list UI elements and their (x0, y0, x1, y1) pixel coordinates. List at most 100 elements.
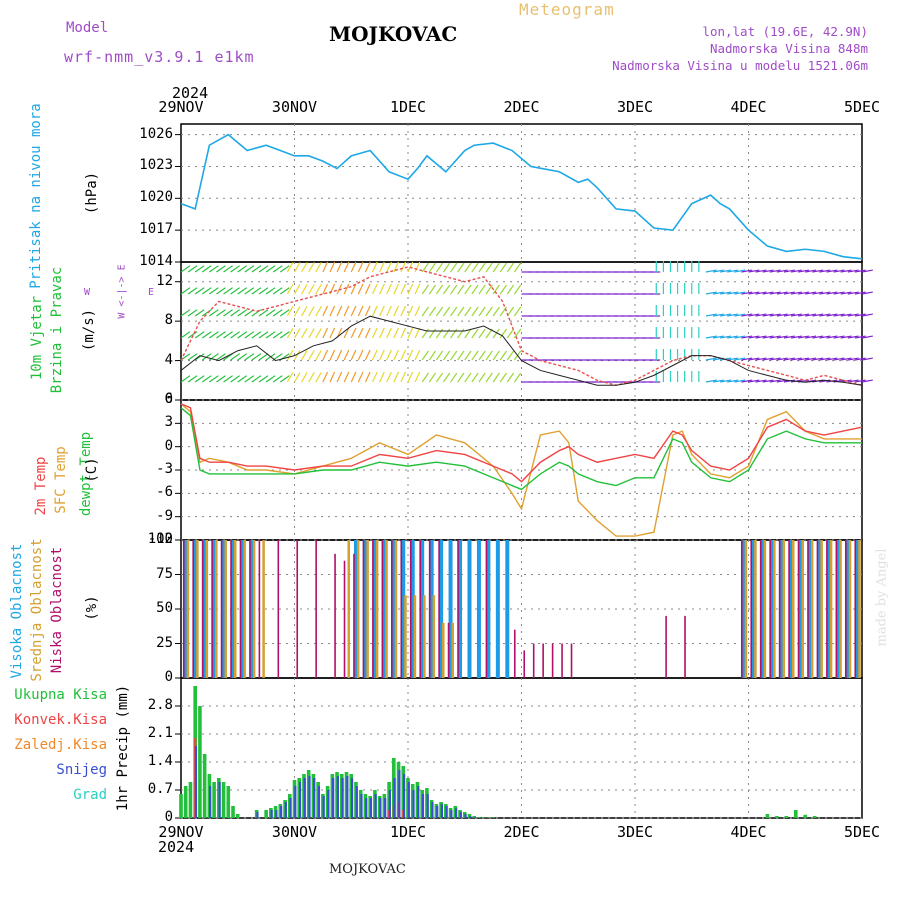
wind-barb (720, 379, 732, 383)
wind-barb (336, 349, 343, 361)
wind-barb (201, 287, 212, 295)
high-cloud-bar (363, 540, 368, 678)
wind-barb (407, 371, 414, 383)
wind-barb (201, 309, 212, 317)
low-cloud-bar (816, 540, 819, 678)
snow-precip-bar (398, 770, 401, 818)
wind-barb (705, 335, 717, 339)
wind-barb (258, 265, 269, 273)
wind-barb (407, 327, 414, 339)
mid-cloud-bar (252, 540, 256, 678)
wind-barb (272, 265, 283, 273)
wind-barb (762, 269, 774, 273)
wind-barb (769, 357, 781, 361)
precip-legend-frz: Zaledj.Kisa (14, 737, 107, 753)
wind-barb (187, 331, 198, 339)
wind-barb (379, 305, 385, 317)
low-cloud-bar (665, 615, 667, 678)
wind-barb (442, 350, 451, 361)
low-cloud-bar (485, 540, 488, 678)
mid-cloud-bar (375, 540, 379, 678)
wind-barb (435, 372, 444, 383)
wind-barb (812, 313, 824, 317)
total-precip-bar (803, 814, 808, 818)
low-cloud-bar (845, 540, 847, 678)
low-cloud-bar (220, 540, 223, 678)
wind-barb (209, 309, 219, 317)
wind-barb (748, 357, 760, 361)
high-cloud-bar (495, 540, 500, 678)
wind-barb (727, 335, 739, 339)
wind-barb (251, 265, 262, 273)
snow-precip-bar (412, 790, 415, 818)
mid-cloud-bar (233, 540, 237, 678)
high-cloud-bar (249, 540, 254, 678)
wind-barb (322, 283, 329, 295)
snow-precip-bar (308, 776, 311, 818)
wind-barb (322, 349, 329, 361)
wind-barb (279, 265, 290, 273)
low-cloud-bar (532, 643, 535, 678)
wind-barb (798, 291, 810, 295)
wind-barb (343, 283, 350, 295)
y-tick-label-2-0: -12 (147, 531, 173, 547)
wind-barb (251, 287, 262, 295)
wind-barb (414, 371, 421, 383)
wind-gust-line (180, 315, 863, 386)
mid-cloud-bar (262, 540, 265, 678)
wind-barb (720, 291, 732, 295)
snow-precip-bar (355, 786, 358, 818)
wind-barb (209, 331, 219, 339)
wind-barb (705, 379, 717, 383)
wind-barb (798, 357, 810, 361)
wind-barb (734, 335, 746, 339)
y-tick-label-2-1: -9 (156, 507, 173, 524)
wind-barb (762, 313, 774, 317)
y-tick-label-3-2: 50 (156, 600, 173, 616)
high-cloud-bar (410, 540, 415, 678)
wind-barb (371, 327, 378, 339)
snow-precip-bar (289, 798, 292, 818)
wind-barb (861, 335, 873, 339)
wind-barb (301, 306, 308, 317)
wind-barb (357, 349, 364, 361)
total-precip-bar (793, 810, 798, 818)
wind-barb (783, 335, 795, 339)
mid-cloud-bar (754, 540, 757, 678)
wind-barb (840, 291, 852, 295)
product-title: Meteogram (519, 0, 615, 19)
snow-precip-bar (384, 798, 387, 818)
snow-precip-bar (303, 778, 306, 818)
wind-barb (812, 291, 824, 295)
wind-barb (755, 313, 767, 317)
snow-precip-bar (417, 786, 420, 818)
high-cloud-bar (826, 540, 831, 678)
wind-barb (847, 313, 859, 317)
wind-barb (216, 309, 226, 317)
wind-barb (734, 379, 746, 383)
wind-barb (223, 309, 233, 317)
total-precip-bar (472, 816, 477, 818)
low-cloud-bar (239, 540, 242, 678)
snow-precip-bar (440, 804, 444, 818)
snow-precip-bar (332, 778, 335, 818)
wind-barb (506, 350, 515, 361)
wind-barb (379, 371, 385, 383)
wind-barb (478, 306, 486, 317)
wind-barb (265, 265, 276, 273)
low-cloud-bar (759, 540, 762, 678)
wind-barb (343, 349, 350, 361)
wind-barb (230, 331, 241, 339)
wind-barb (265, 309, 276, 317)
wind-barb (805, 313, 817, 317)
wind-barb (407, 283, 414, 295)
wind-barb (371, 349, 378, 361)
high-cloud-bar (789, 540, 794, 678)
mid-cloud-bar (243, 540, 246, 678)
wind-barb (209, 375, 219, 383)
mid-cloud-bar (442, 622, 445, 678)
station-title: MOJKOVAC (329, 22, 458, 46)
wind-barb (315, 350, 322, 361)
low-cloud-bar (258, 540, 261, 678)
